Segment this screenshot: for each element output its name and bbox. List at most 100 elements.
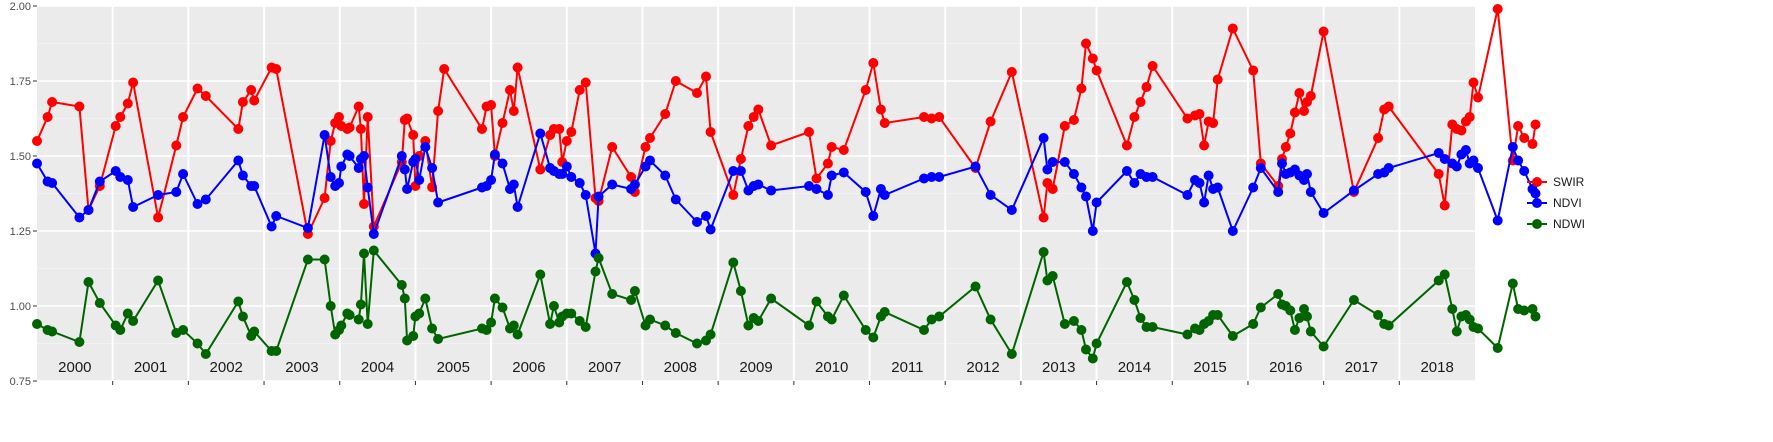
swir-point bbox=[705, 127, 716, 137]
swir-point bbox=[645, 133, 655, 143]
swir-point bbox=[153, 212, 164, 223]
swir-point bbox=[804, 127, 814, 137]
ndwi-point bbox=[1038, 247, 1049, 257]
ndvi-point bbox=[396, 151, 407, 161]
ndvi-point bbox=[1047, 157, 1058, 167]
ndwi-point bbox=[1135, 313, 1146, 323]
ndwi-point bbox=[1527, 304, 1538, 314]
ndwi-point bbox=[1451, 326, 1462, 337]
ndwi-point bbox=[368, 245, 379, 256]
ndvi-point bbox=[804, 181, 814, 191]
ndvi-point bbox=[811, 184, 822, 194]
year-label: 2017 bbox=[1345, 359, 1378, 376]
ndvi-point bbox=[1302, 169, 1312, 179]
ndwi-point bbox=[1121, 277, 1132, 287]
year-label: 2005 bbox=[437, 359, 470, 376]
ndwi-point bbox=[362, 319, 373, 329]
ndvi-point bbox=[1519, 166, 1530, 176]
swir-point bbox=[574, 85, 585, 95]
ndwi-point bbox=[94, 298, 105, 308]
ndwi-point bbox=[319, 254, 330, 265]
ndvi-point bbox=[353, 163, 364, 173]
ndvi-point bbox=[271, 211, 282, 221]
ndvi-point bbox=[535, 128, 546, 139]
ndwi-point bbox=[486, 317, 497, 328]
ndvi-point bbox=[325, 172, 336, 182]
swir-point bbox=[1373, 133, 1384, 143]
ndwi-point bbox=[1302, 311, 1312, 322]
swir-point bbox=[171, 140, 182, 151]
swir-point bbox=[110, 121, 121, 131]
ndwi-point bbox=[1530, 311, 1541, 322]
swir-point bbox=[353, 101, 364, 112]
ndvi-point bbox=[122, 175, 133, 185]
ndwi-point bbox=[868, 332, 879, 343]
year-label: 2006 bbox=[512, 359, 545, 376]
ndwi-point bbox=[1006, 349, 1017, 359]
legend-key-point-ndwi bbox=[1532, 219, 1542, 229]
swir-point bbox=[1068, 115, 1079, 125]
ndwi-point bbox=[838, 290, 849, 301]
ndwi-point bbox=[1227, 331, 1238, 341]
swir-point bbox=[359, 199, 369, 209]
ndvi-point bbox=[561, 161, 572, 172]
ndvi-point bbox=[1129, 178, 1140, 188]
ndvi-point bbox=[1203, 170, 1214, 181]
swir-point bbox=[919, 112, 929, 122]
ndvi-point bbox=[753, 179, 764, 190]
swir-point bbox=[362, 112, 373, 122]
ndwi-point bbox=[766, 293, 777, 304]
ndwi-point bbox=[408, 331, 419, 341]
swir-point bbox=[1147, 61, 1158, 71]
ndvi-point bbox=[1451, 161, 1462, 172]
swir-point bbox=[122, 98, 133, 109]
ndvi-point bbox=[879, 190, 890, 200]
swir-point bbox=[178, 112, 189, 122]
legend-label-swir: SWIR bbox=[1553, 175, 1585, 189]
ndwi-point bbox=[535, 269, 546, 280]
swir-point bbox=[822, 158, 833, 169]
ndvi-point bbox=[1081, 191, 1091, 202]
ndwi-point bbox=[860, 325, 871, 335]
swir-point bbox=[811, 173, 822, 184]
ndvi-point bbox=[344, 151, 355, 161]
year-label: 2013 bbox=[1042, 359, 1075, 376]
swir-point bbox=[1299, 106, 1309, 116]
ndvi-point bbox=[919, 173, 929, 184]
ndvi-point bbox=[1227, 226, 1238, 236]
ndwi-point bbox=[336, 320, 347, 331]
ndwi-point bbox=[271, 346, 282, 356]
swir-point bbox=[926, 113, 937, 124]
ndvi-point bbox=[593, 191, 604, 202]
ndwi-point bbox=[735, 286, 746, 296]
ndvi-point bbox=[701, 211, 711, 221]
y-axis: 0.75 1.00 1.25 1.50 1.75 2.00 bbox=[10, 1, 37, 388]
ndwi-point bbox=[1492, 343, 1503, 353]
ndwi-point bbox=[249, 326, 260, 337]
swir-point bbox=[237, 97, 248, 107]
ndvi-point bbox=[402, 184, 413, 194]
swir-point bbox=[743, 121, 754, 131]
ndwi-point bbox=[74, 337, 85, 347]
ndvi-point bbox=[249, 181, 260, 191]
ndwi-point bbox=[926, 314, 937, 325]
ndwi-point bbox=[497, 302, 508, 313]
year-label: 2018 bbox=[1420, 359, 1453, 376]
ndwi-point bbox=[1507, 278, 1518, 289]
ndvi-point bbox=[1305, 187, 1316, 197]
ndwi-point bbox=[1383, 320, 1394, 331]
swir-point bbox=[439, 64, 450, 74]
swir-point bbox=[1129, 112, 1140, 122]
legend: SWIR NDVI NDWI bbox=[1527, 175, 1585, 231]
swir-point bbox=[766, 140, 777, 151]
legend-label-ndvi: NDVI bbox=[1553, 196, 1582, 210]
ndvi-point bbox=[970, 161, 981, 172]
y-tick-label: 1.25 bbox=[10, 226, 31, 238]
ndwi-point bbox=[1305, 326, 1316, 337]
ndwi-point bbox=[1299, 304, 1309, 314]
ndvi-point bbox=[420, 142, 431, 152]
swir-point bbox=[325, 136, 336, 146]
ndvi-point bbox=[705, 224, 716, 235]
ndwi-point bbox=[1373, 310, 1384, 320]
ndwi-point bbox=[359, 248, 369, 259]
